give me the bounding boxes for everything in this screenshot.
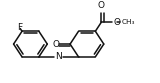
Text: O: O [113,18,120,27]
Text: N: N [55,52,62,61]
Text: F: F [17,23,22,32]
Text: CH₃: CH₃ [121,19,135,25]
Text: O: O [52,40,59,49]
Text: O: O [98,1,105,10]
